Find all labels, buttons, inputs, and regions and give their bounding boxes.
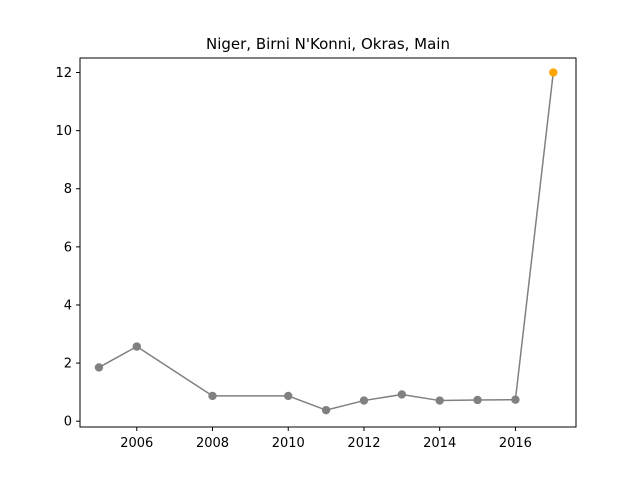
chart-title: Niger, Birni N'Konni, Okras, Main <box>206 35 450 53</box>
data-point <box>397 390 407 399</box>
x-tick-label: 2016 <box>499 436 532 451</box>
y-tick-label: 6 <box>64 240 72 255</box>
data-point <box>208 391 217 401</box>
y-tick-label: 8 <box>64 182 72 197</box>
x-tick-label: 2014 <box>423 436 456 451</box>
data-point <box>284 391 293 401</box>
y-tick-label: 4 <box>64 298 72 313</box>
data-point <box>94 363 104 372</box>
data-point <box>132 342 141 351</box>
x-tick-label: 2008 <box>196 436 229 451</box>
data-point <box>321 405 331 415</box>
data-point <box>435 396 444 405</box>
x-tick-label: 2012 <box>347 436 380 451</box>
axes: 2006 2008 2010 2012 2014 2016 0 2 4 6 8 10 12 <box>55 66 532 451</box>
highlight-point <box>549 68 558 77</box>
plot-area <box>94 68 558 415</box>
data-point <box>473 395 482 405</box>
axes-frame <box>79 57 577 428</box>
x-tick-label: 2006 <box>120 436 153 451</box>
y-tick-label: 2 <box>64 357 72 372</box>
y-tick-label: 12 <box>55 66 72 81</box>
series-line <box>98 72 555 411</box>
data-point <box>359 396 369 405</box>
y-tick-label: 0 <box>64 415 72 430</box>
y-tick-label: 10 <box>55 124 72 139</box>
x-tick-label: 2010 <box>272 436 305 451</box>
data-point <box>511 395 520 404</box>
